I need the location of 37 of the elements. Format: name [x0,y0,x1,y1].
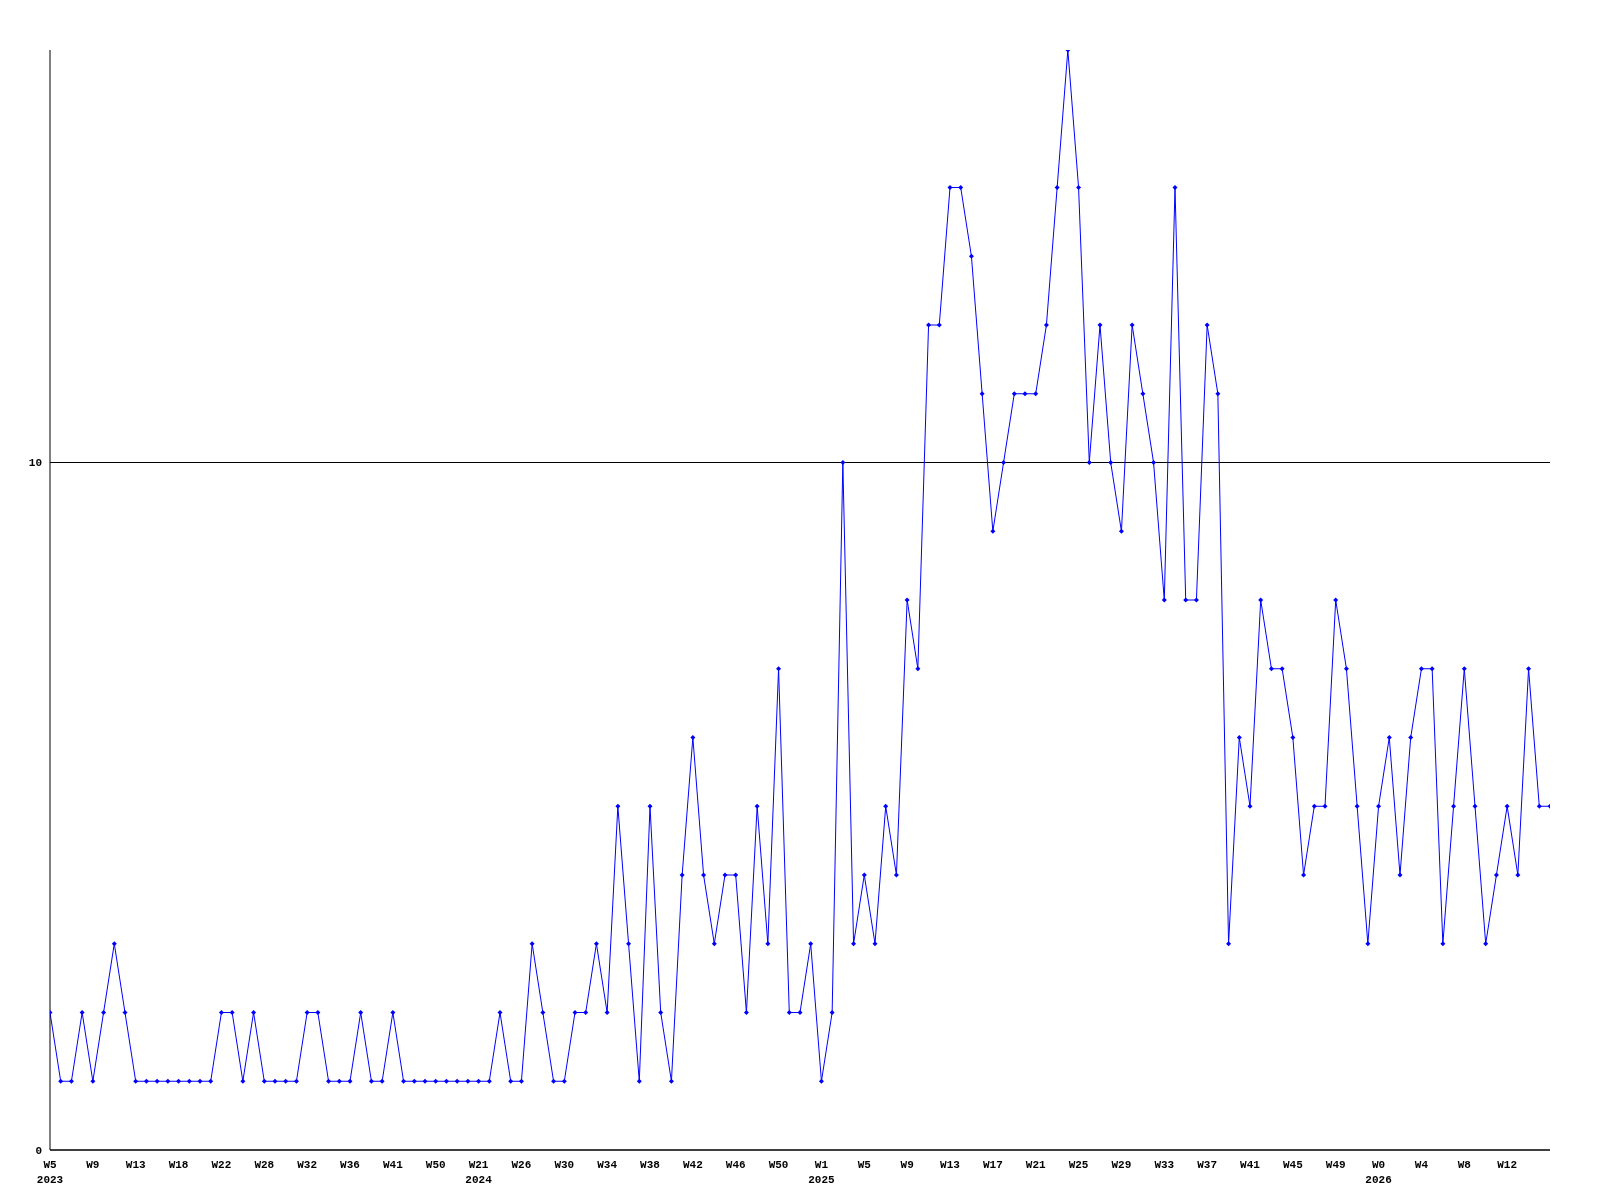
x-tick-label: W41 [382,1159,404,1171]
x-tick-label: W12 [1497,1159,1518,1171]
x-tick-label: W21 [1025,1159,1047,1171]
x-tick-label: W42 [682,1159,703,1171]
x-tick-label: W25 [1068,1159,1089,1171]
x-tick-label: W17 [982,1159,1003,1171]
x-tick-label: W50 [425,1159,446,1171]
x-tick-label: W8 [1457,1159,1472,1171]
x-tick-label: W41 [1240,1159,1261,1171]
x-tick-label: W33 [1154,1159,1175,1171]
x-tick-label: W1 2025 [808,1159,836,1186]
x-tick-label: W0 2026 [1365,1159,1392,1186]
x-tick-label: W4 [1414,1159,1429,1171]
x-tick-label: W22 [211,1159,232,1171]
x-tick-label: W21 2024 [465,1159,493,1186]
x-tick-label: W32 [297,1159,318,1171]
x-tick-label: W18 [168,1159,189,1171]
x-tick-label: W28 [254,1159,275,1171]
x-tick-label: W13 [125,1159,147,1171]
x-tick-label: W38 [640,1159,661,1171]
x-tick-label: W36 [340,1159,360,1171]
x-tick-label: W29 [1111,1159,1132,1171]
x-tick-label: W5 [857,1159,872,1171]
x-tick-label: W46 [725,1159,746,1171]
x-tick-label: W9 [900,1159,914,1171]
x-tick-label: W50 [768,1159,789,1171]
x-tick-label: W13 [940,1159,961,1171]
x-tick-label: W37 [1197,1159,1218,1171]
x-tick-label: W34 [597,1159,618,1171]
x-tick-label: W26 [511,1159,532,1171]
x-tick-label: W49 [1325,1159,1346,1171]
x-tick-label: W5 2023 [36,1159,64,1186]
y-tick-label: 0 [35,1144,42,1157]
y-tick-label: 10 [28,457,42,470]
x-tick-label: W9 [86,1159,100,1171]
x-tick-label: W45 [1282,1159,1304,1171]
x-tick-label: W30 [554,1159,575,1171]
